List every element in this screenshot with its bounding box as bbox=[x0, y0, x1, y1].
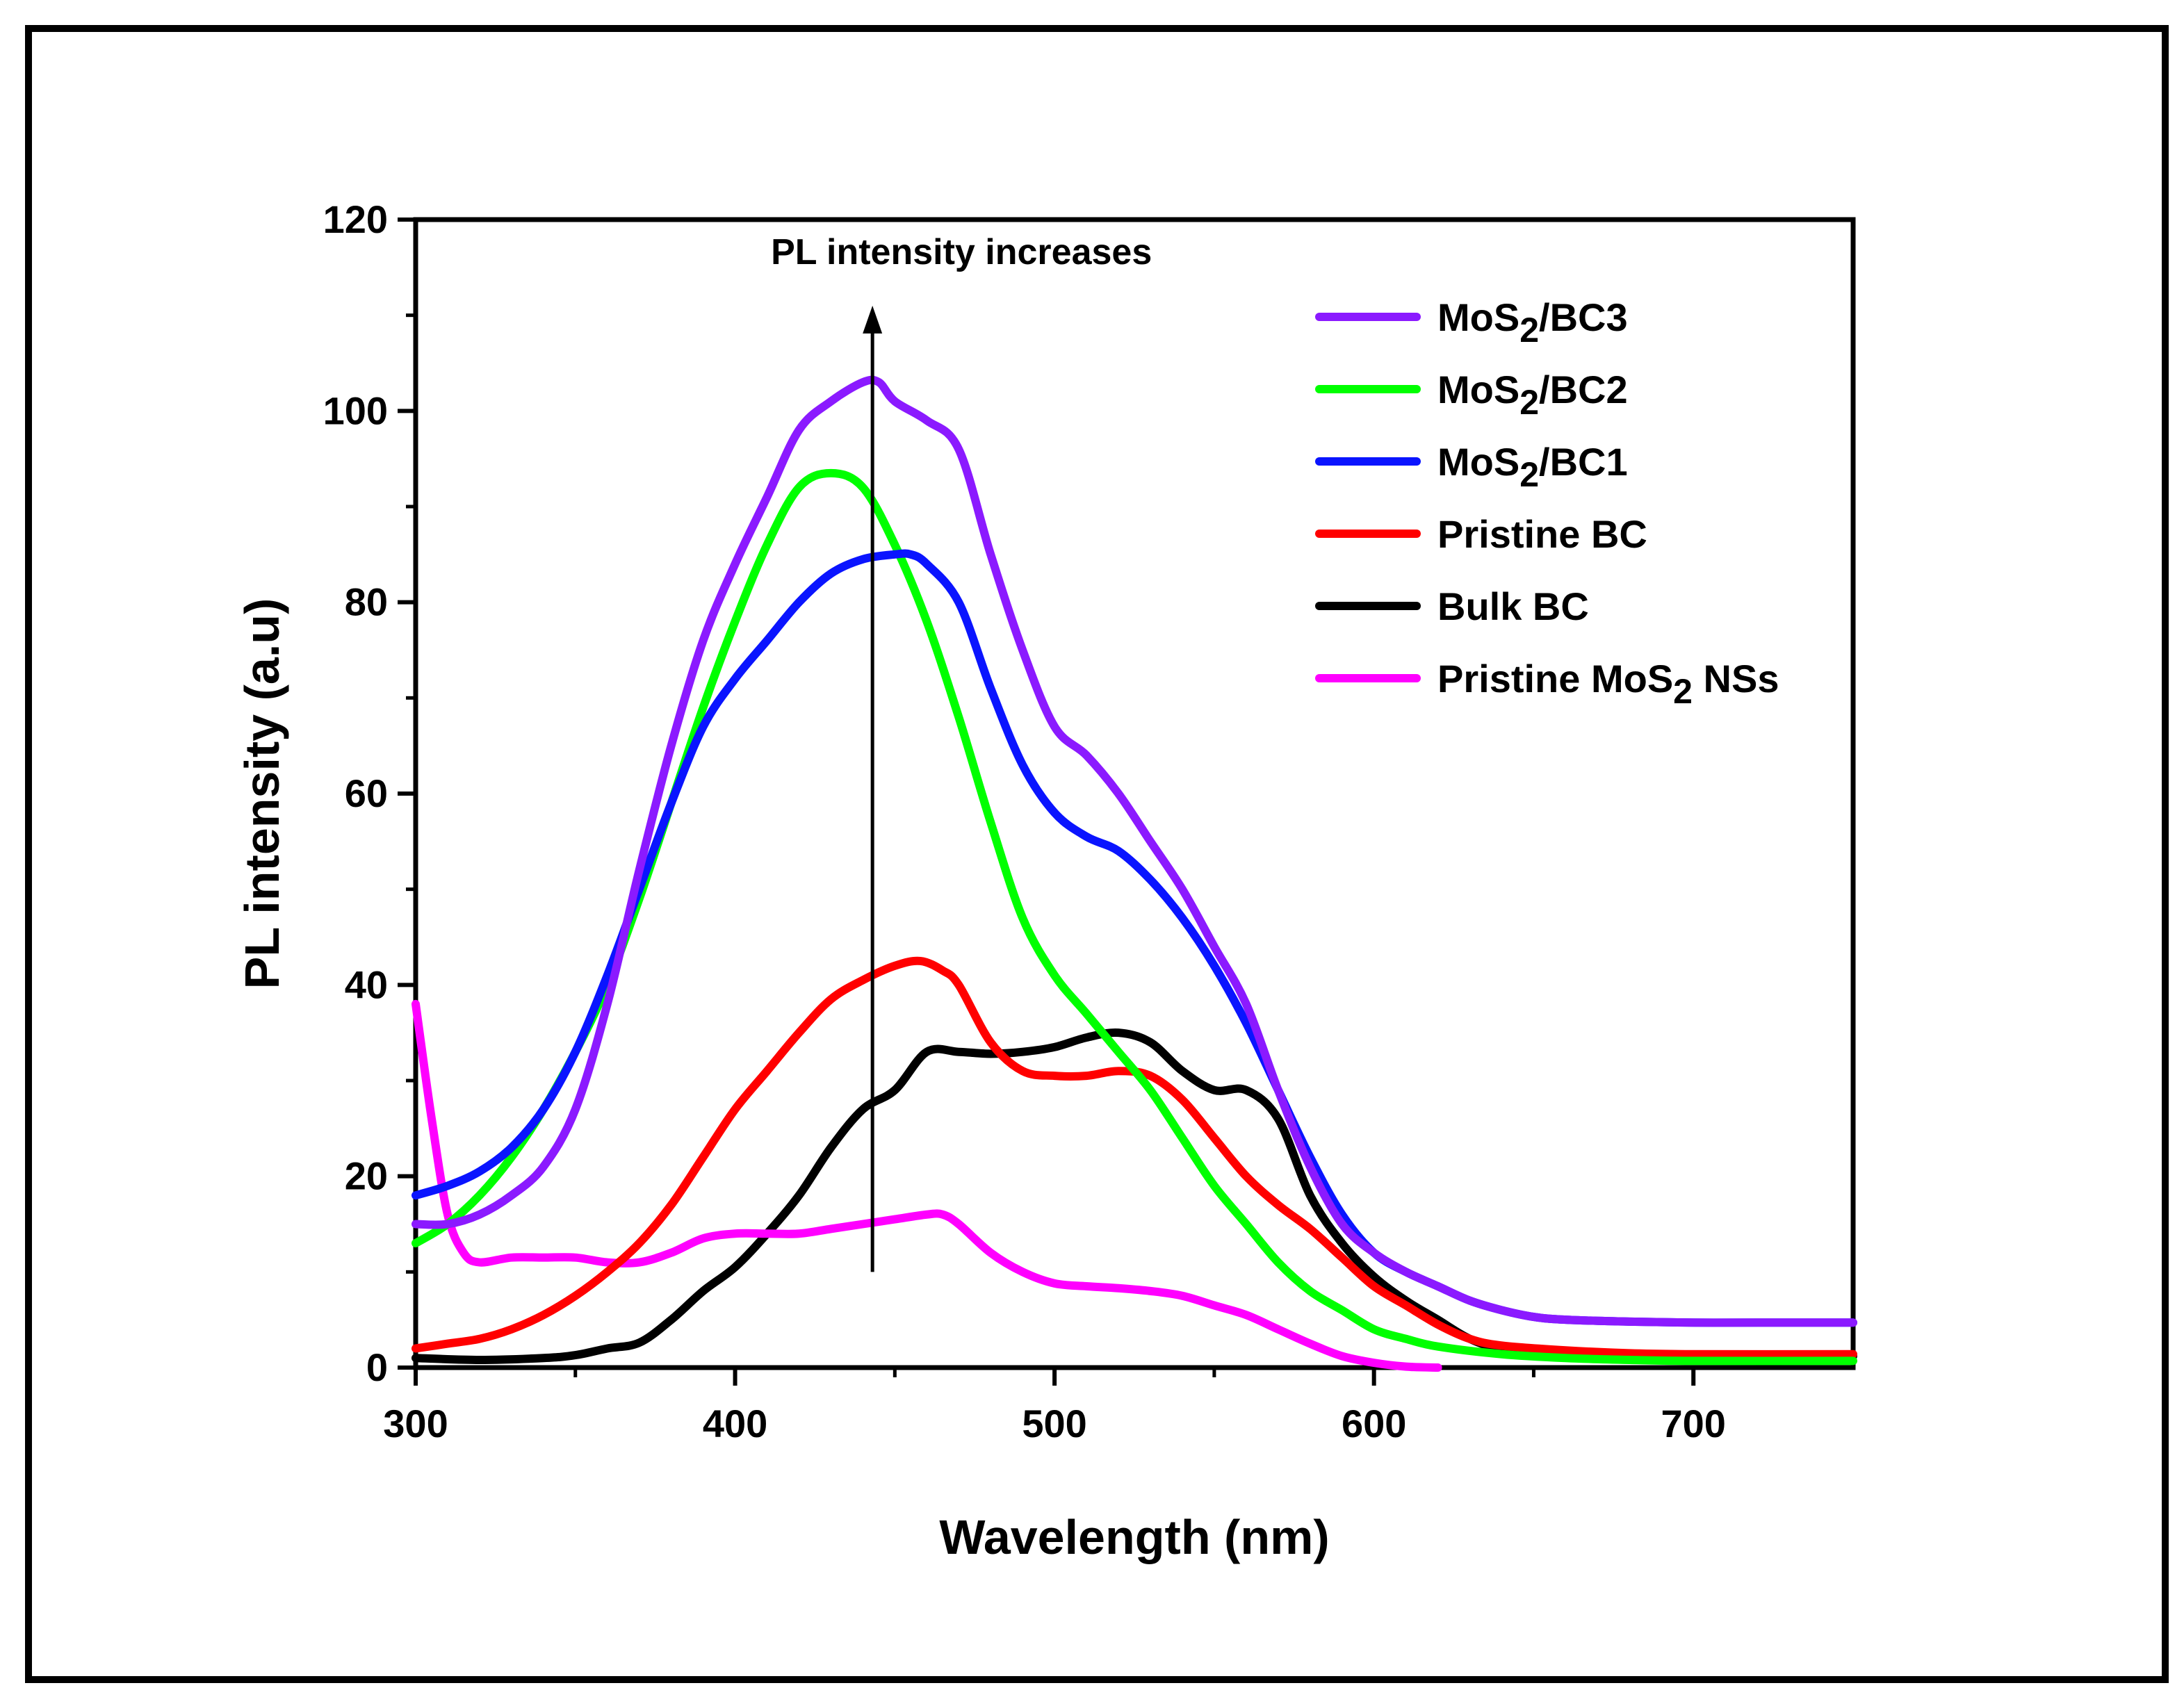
figure-frame: 300 400 500 600 700 0 20 40 60 80 100 120 PL intens… bbox=[25, 25, 2169, 1683]
x-tick-label: 600 bbox=[1342, 1402, 1406, 1445]
x-tick-label: 500 bbox=[1022, 1402, 1086, 1445]
legend-label-subscript: 2 bbox=[1519, 455, 1539, 494]
legend-label-main: MoS bbox=[1437, 368, 1519, 411]
x-tick-label: 400 bbox=[703, 1402, 767, 1445]
series-line-pristine-mos2-nss bbox=[411, 999, 1442, 1372]
y-axis-label: PL intensity (a.u) bbox=[235, 598, 289, 990]
legend-label-rest: /BC2 bbox=[1539, 368, 1628, 411]
series-line-mos2-bc3 bbox=[411, 375, 1857, 1327]
x-tick-label: 700 bbox=[1661, 1402, 1726, 1445]
series-line-bulk-bc bbox=[411, 1028, 1857, 1364]
y-tick-label: 120 bbox=[323, 197, 388, 241]
series-line-pristine-bc bbox=[411, 956, 1857, 1359]
y-tick-label: 100 bbox=[323, 388, 388, 432]
legend-label-subscript: 2 bbox=[1673, 672, 1693, 711]
legend-label-subscript: 2 bbox=[1519, 383, 1539, 422]
axes bbox=[413, 217, 1856, 1370]
legend-label-rest: /BC1 bbox=[1539, 440, 1628, 484]
legend-label-main: Pristine MoS bbox=[1437, 657, 1673, 700]
legend-entry: MoS2/BC2 bbox=[1437, 368, 1628, 422]
ticks: 300 400 500 600 700 0 20 40 60 80 100 120 bbox=[323, 197, 1726, 1445]
legend-label-main: Pristine BC bbox=[1437, 512, 1647, 556]
legend-label-subscript: 2 bbox=[1519, 311, 1539, 350]
legend-entry: Pristine MoS2 NSs bbox=[1437, 657, 1779, 711]
y-tick-label: 0 bbox=[366, 1345, 388, 1389]
legend-label-main: MoS bbox=[1437, 295, 1519, 339]
y-tick-label: 20 bbox=[345, 1154, 388, 1198]
plot-area bbox=[413, 217, 1856, 1370]
legend-entry: Pristine BC bbox=[1437, 512, 1647, 556]
legend-entry: MoS2/BC3 bbox=[1437, 295, 1628, 350]
legend-label-main: MoS bbox=[1437, 440, 1519, 484]
legend-label-rest: NSs bbox=[1693, 657, 1779, 700]
legend-label-main: Bulk BC bbox=[1437, 584, 1589, 628]
legend-entry: Bulk BC bbox=[1437, 584, 1589, 628]
annotation: PL intensity increases bbox=[771, 232, 1152, 1272]
legend-label-rest: /BC3 bbox=[1539, 295, 1628, 339]
arrow-head-icon bbox=[863, 305, 883, 334]
x-tick-label: 300 bbox=[383, 1402, 448, 1445]
series-lines bbox=[411, 375, 1857, 1372]
x-axis-label: Wavelength (nm) bbox=[939, 1510, 1329, 1564]
legend-entry: MoS2/BC1 bbox=[1437, 440, 1628, 494]
y-tick-label: 40 bbox=[345, 962, 388, 1006]
y-tick-label: 60 bbox=[345, 771, 388, 815]
pl-chart: 300 400 500 600 700 0 20 40 60 80 100 120 PL intens… bbox=[235, 197, 1857, 1564]
y-tick-label: 80 bbox=[345, 580, 388, 624]
annotation-text: PL intensity increases bbox=[771, 232, 1152, 272]
